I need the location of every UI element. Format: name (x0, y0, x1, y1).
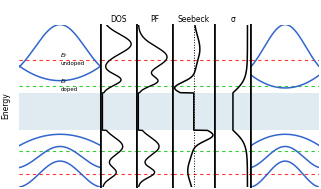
Title: Seebeck: Seebeck (178, 15, 210, 25)
Bar (251, 93, 319, 130)
Text: $E_F$: $E_F$ (60, 77, 69, 85)
Bar (19, 93, 101, 130)
Bar (137, 93, 173, 130)
Bar (101, 93, 137, 130)
Text: $E_F$: $E_F$ (60, 51, 69, 60)
Bar (173, 93, 215, 130)
Text: Energy: Energy (2, 92, 11, 119)
Title: σ: σ (230, 15, 235, 25)
Bar (215, 93, 251, 130)
Text: undoped: undoped (60, 61, 85, 66)
Title: DOS: DOS (110, 15, 127, 25)
Text: doped: doped (60, 87, 78, 92)
Title: PF: PF (150, 15, 159, 25)
